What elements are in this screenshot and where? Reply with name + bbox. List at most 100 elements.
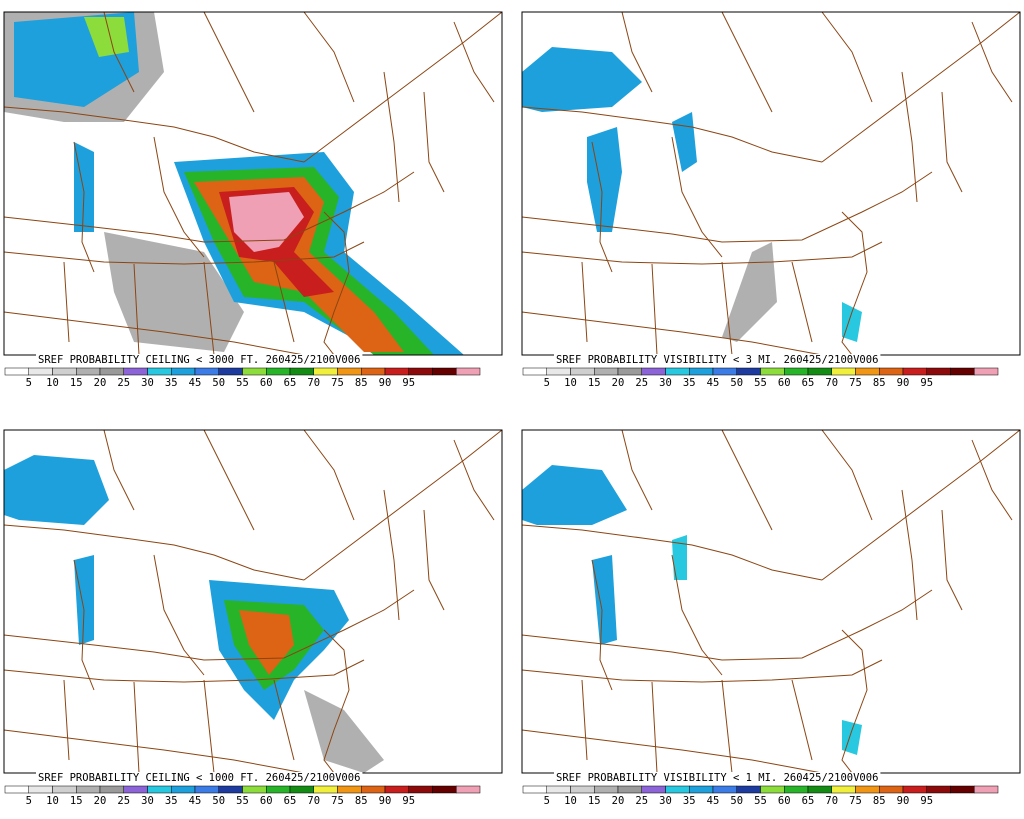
colorbar-label: 15 (70, 795, 83, 807)
shading (722, 242, 777, 342)
colorbar-swatch (266, 367, 291, 376)
colorbar-label: 25 (635, 377, 648, 389)
colorbar-swatch (736, 367, 761, 376)
colorbar-label: 5 (26, 377, 32, 389)
colorbar-label: 35 (683, 377, 696, 389)
colorbar-swatch (855, 367, 880, 376)
shading (4, 455, 109, 525)
colorbar-label: 85 (873, 795, 886, 807)
panel: SREF PROBABILITY VISIBILITY < 3 MI. 2604… (521, 11, 1021, 389)
colorbar-label: 95 (402, 377, 415, 389)
colorbar-label: 75 (849, 795, 862, 807)
colorbar-swatch (902, 785, 927, 794)
colorbar-swatch (784, 785, 809, 794)
colorbar-swatch (950, 367, 975, 376)
colorbar-label: 75 (331, 377, 344, 389)
title-background (554, 354, 881, 366)
colorbar-swatch (171, 367, 196, 376)
colorbar-swatch (712, 785, 737, 794)
colorbar-swatch (926, 785, 951, 794)
shading (587, 127, 622, 232)
colorbar-swatch (617, 785, 642, 794)
panel: SREF PROBABILITY CEILING < 3000 FT. 2604… (3, 11, 503, 389)
shading (522, 47, 642, 112)
colorbar-swatch (123, 367, 148, 376)
colorbar-label: 15 (70, 377, 83, 389)
colorbar-label: 75 (849, 377, 862, 389)
panel-title: SREF PROBABILITY CEILING < 3000 FT. 2604… (38, 354, 360, 366)
colorbar-label: 95 (920, 377, 933, 389)
colorbar-swatch (456, 367, 481, 376)
colorbar-label: 25 (117, 795, 130, 807)
colorbar-swatch (570, 785, 595, 794)
colorbar-swatch (522, 785, 547, 794)
colorbar-swatch (28, 785, 53, 794)
colorbar-swatch (123, 785, 148, 794)
colorbar-swatch (408, 367, 433, 376)
shading (229, 192, 304, 252)
colorbar-label: 20 (94, 377, 107, 389)
colorbar-swatch (52, 367, 77, 376)
panel-title: SREF PROBABILITY VISIBILITY < 3 MI. 2604… (556, 354, 878, 366)
colorbar-swatch (807, 785, 832, 794)
colorbar-swatch (712, 367, 737, 376)
colorbar-label: 90 (897, 795, 910, 807)
colorbar-label: 10 (564, 795, 577, 807)
colorbar-label: 65 (802, 377, 815, 389)
colorbar-swatch (807, 367, 832, 376)
colorbar-label: 5 (26, 795, 32, 807)
colorbar-swatch (242, 367, 267, 376)
colorbar-label: 30 (141, 377, 154, 389)
colorbar-swatch (689, 367, 714, 376)
colorbar-label: 25 (117, 377, 130, 389)
colorbar-swatch (570, 367, 595, 376)
colorbar-swatch (617, 367, 642, 376)
colorbar-swatch (432, 367, 457, 376)
colorbar-swatch (784, 367, 809, 376)
colorbar-label: 15 (588, 795, 601, 807)
colorbar-label: 30 (659, 377, 672, 389)
colorbar-swatch (689, 785, 714, 794)
colorbar-swatch (456, 785, 481, 794)
panel: SREF PROBABILITY VISIBILITY < 1 MI. 2604… (521, 429, 1021, 807)
colorbar-label: 50 (730, 377, 743, 389)
colorbar-swatch (384, 367, 409, 376)
colorbar-swatch (736, 785, 761, 794)
colorbar-label: 95 (402, 795, 415, 807)
shading (239, 610, 294, 675)
colorbar-swatch (594, 785, 619, 794)
colorbar-label: 45 (189, 795, 202, 807)
colorbar-swatch (855, 785, 880, 794)
colorbar-label: 5 (544, 795, 550, 807)
colorbar-swatch (879, 785, 904, 794)
shading (74, 555, 94, 645)
colorbar-label: 90 (379, 795, 392, 807)
colorbar-label: 85 (873, 377, 886, 389)
colorbar-swatch (361, 367, 386, 376)
colorbar-swatch (950, 785, 975, 794)
colorbar-swatch (546, 367, 571, 376)
colorbar-swatch (879, 367, 904, 376)
colorbar-swatch (289, 785, 314, 794)
colorbar-swatch (408, 785, 433, 794)
colorbar-swatch (337, 367, 362, 376)
shading (522, 465, 627, 525)
colorbar-label: 20 (94, 795, 107, 807)
shading (592, 555, 617, 645)
colorbar-swatch (76, 785, 101, 794)
colorbar-swatch (76, 367, 101, 376)
colorbar-label: 90 (379, 377, 392, 389)
colorbar-label: 35 (165, 377, 178, 389)
colorbar-swatch (665, 785, 690, 794)
colorbar-swatch (194, 785, 219, 794)
colorbar-label: 65 (284, 377, 297, 389)
colorbar-swatch (99, 367, 124, 376)
colorbar-label: 90 (897, 377, 910, 389)
colorbar-label: 50 (212, 795, 225, 807)
panel-title: SREF PROBABILITY VISIBILITY < 1 MI. 2604… (556, 772, 878, 784)
colorbar-swatch (313, 785, 338, 794)
colorbar-label: 70 (307, 795, 320, 807)
colorbar-label: 20 (612, 377, 625, 389)
colorbar-label: 10 (46, 795, 59, 807)
